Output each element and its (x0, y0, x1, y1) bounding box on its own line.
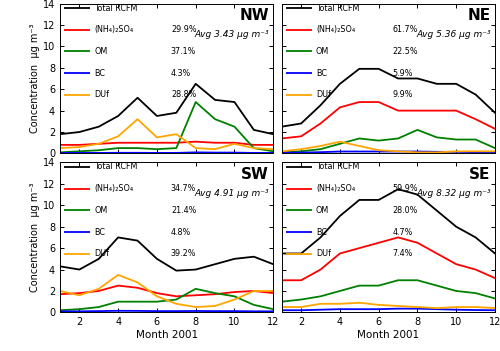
Text: 37.1%: 37.1% (171, 47, 196, 56)
Text: 7.4%: 7.4% (392, 250, 413, 258)
Text: 39.2%: 39.2% (171, 250, 196, 258)
Text: OM: OM (94, 206, 108, 215)
Text: (NH₄)₂SO₄: (NH₄)₂SO₄ (316, 25, 355, 34)
Text: Total RCFM: Total RCFM (316, 163, 360, 171)
Text: 59.9%: 59.9% (392, 184, 418, 193)
Text: NE: NE (468, 8, 490, 23)
Text: 61.7%: 61.7% (392, 25, 418, 34)
Text: 22.5%: 22.5% (392, 47, 418, 56)
Text: 28.0%: 28.0% (392, 206, 418, 215)
Text: DUf: DUf (94, 91, 109, 99)
Text: BC: BC (94, 69, 105, 78)
Text: DUf: DUf (316, 91, 331, 99)
Text: BC: BC (94, 228, 105, 237)
Text: NW: NW (240, 8, 269, 23)
Text: Total RCFM: Total RCFM (94, 4, 138, 13)
Text: Avg 8.32 μg m⁻³: Avg 8.32 μg m⁻³ (416, 190, 490, 198)
Text: (NH₄)₂SO₄: (NH₄)₂SO₄ (94, 184, 133, 193)
Text: 9.9%: 9.9% (392, 91, 413, 99)
Text: (NH₄)₂SO₄: (NH₄)₂SO₄ (94, 25, 133, 34)
Y-axis label: Concentration  μg m⁻³: Concentration μg m⁻³ (30, 24, 40, 133)
Text: OM: OM (316, 47, 329, 56)
Text: 4.3%: 4.3% (171, 69, 191, 78)
X-axis label: Month 2001: Month 2001 (358, 330, 420, 340)
Text: 5.9%: 5.9% (392, 69, 413, 78)
Text: Avg 4.91 μg m⁻³: Avg 4.91 μg m⁻³ (194, 190, 269, 198)
Text: SW: SW (241, 167, 269, 182)
Text: Total RCFM: Total RCFM (94, 163, 138, 171)
Text: 29.9%: 29.9% (171, 25, 196, 34)
Text: Avg 5.36 μg m⁻³: Avg 5.36 μg m⁻³ (416, 31, 490, 40)
Text: OM: OM (94, 47, 108, 56)
Text: DUf: DUf (94, 250, 109, 258)
Y-axis label: Concentration  μg m⁻³: Concentration μg m⁻³ (30, 183, 40, 292)
Text: 21.4%: 21.4% (171, 206, 196, 215)
Text: Total RCFM: Total RCFM (316, 4, 360, 13)
Text: (NH₄)₂SO₄: (NH₄)₂SO₄ (316, 184, 355, 193)
Text: SE: SE (470, 167, 490, 182)
Text: BC: BC (316, 69, 327, 78)
Text: OM: OM (316, 206, 329, 215)
Text: DUf: DUf (316, 250, 331, 258)
Text: 4.7%: 4.7% (392, 228, 413, 237)
X-axis label: Month 2001: Month 2001 (136, 330, 198, 340)
Text: 34.7%: 34.7% (171, 184, 196, 193)
Text: 28.8%: 28.8% (171, 91, 196, 99)
Text: BC: BC (316, 228, 327, 237)
Text: Avg 3.43 μg m⁻³: Avg 3.43 μg m⁻³ (194, 31, 269, 40)
Text: 4.8%: 4.8% (171, 228, 191, 237)
